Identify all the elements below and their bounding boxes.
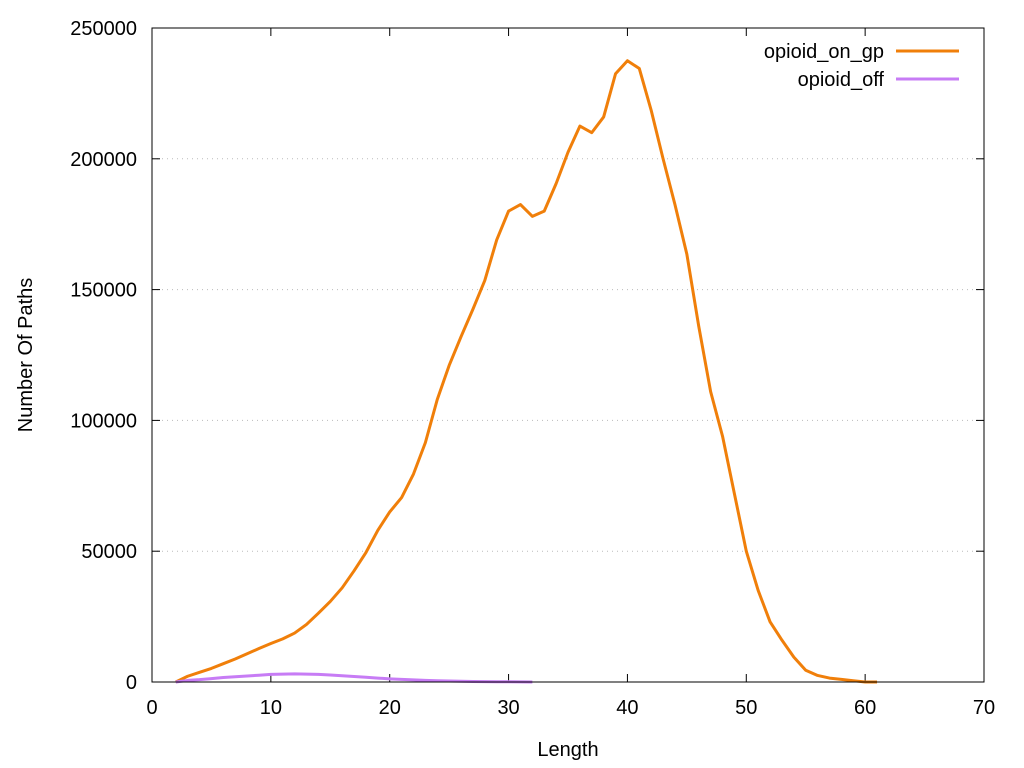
y-tick-label: 150000 <box>70 280 137 302</box>
x-axis-title: Length <box>537 739 598 761</box>
axis-ticks <box>151 27 985 683</box>
series-line-opioid_off <box>175 672 533 684</box>
legend-label-opioid_on_gp: opioid_on_gp <box>764 41 884 63</box>
y-tick-label: 250000 <box>70 18 137 40</box>
x-tick-label: 10 <box>260 697 282 719</box>
y-tick-label: 0 <box>126 672 137 694</box>
x-tick-labels: 0 10 20 30 40 50 60 70 <box>146 697 995 719</box>
grid-lines <box>152 158 984 552</box>
series-line-opioid_on_gp <box>175 59 878 684</box>
x-tick-label: 60 <box>854 697 876 719</box>
x-tick-label: 40 <box>616 697 638 719</box>
series-lines <box>175 59 878 684</box>
y-tick-label: 50000 <box>81 541 137 563</box>
plot-frame <box>151 27 985 683</box>
x-tick-label: 0 <box>146 697 157 719</box>
y-axis-title: Number Of Paths <box>15 278 37 433</box>
x-tick-label: 70 <box>973 697 995 719</box>
y-tick-label: 200000 <box>70 149 137 171</box>
legend: opioid_on_gp opioid_off <box>764 41 959 91</box>
x-tick-label: 50 <box>735 697 757 719</box>
y-tick-labels: 0 50000 100000 150000 200000 250000 <box>70 18 137 694</box>
y-tick-label: 100000 <box>70 410 137 432</box>
x-tick-label: 20 <box>379 697 401 719</box>
legend-label-opioid_off: opioid_off <box>798 69 885 91</box>
x-tick-label: 30 <box>497 697 519 719</box>
